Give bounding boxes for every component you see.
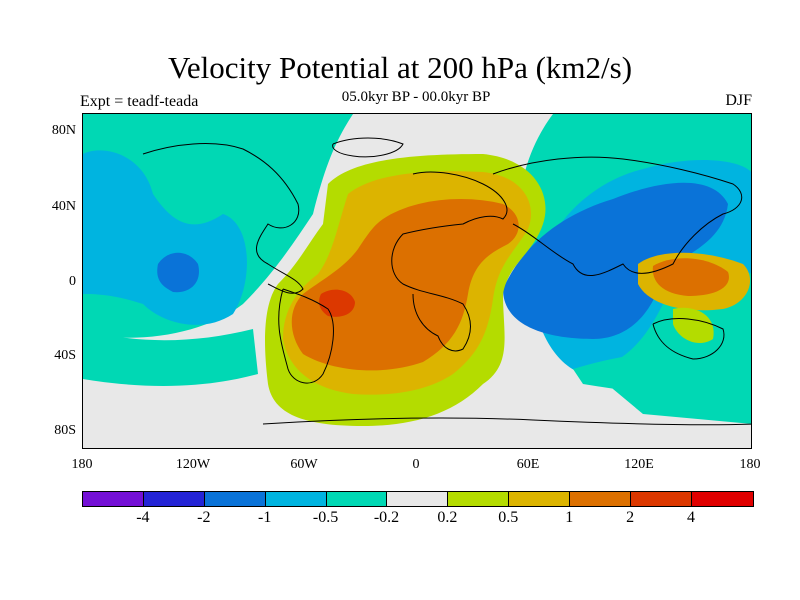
colorbar-box	[691, 492, 753, 506]
lon-tick-label: 0	[412, 457, 420, 472]
lon-tick-label: 60W	[290, 457, 318, 472]
colorbar-label: -2	[197, 509, 211, 526]
colorbar-label: 2	[626, 509, 635, 526]
contour-wpac-green	[673, 307, 714, 344]
colorbar-box	[143, 492, 205, 506]
season-label: DJF	[725, 92, 752, 109]
lon-tick-label: 120W	[175, 457, 211, 472]
contour-south-teal	[83, 329, 258, 386]
colorbar-label: -0.2	[373, 509, 400, 526]
colorbar-box	[204, 492, 266, 506]
colorbar-label: -1	[258, 509, 272, 526]
colorbar	[82, 491, 754, 507]
colorbar-label: 1	[565, 509, 574, 526]
contour-pacific-dblue	[157, 252, 199, 293]
contour-atl-red	[319, 289, 355, 317]
contour-pacific-blue	[83, 150, 247, 325]
lat-tick-label: 40S	[54, 348, 76, 363]
coastlines	[142, 137, 751, 426]
colorbar-label: 0.5	[498, 509, 519, 526]
lon-tick-label: 120E	[624, 457, 654, 472]
lat-tick-label: 40N	[51, 199, 76, 214]
colorbar-box	[570, 492, 632, 506]
colorbar-box	[265, 492, 327, 506]
colorbar-label: -0.5	[312, 509, 339, 526]
colorbar-box	[448, 492, 510, 506]
chart-subtitle: 05.0kyr BP - 00.0kyr BP	[341, 89, 491, 105]
map-plot	[82, 113, 752, 449]
map-svg	[83, 114, 751, 448]
colorbar-label: -4	[136, 509, 150, 526]
contour-south-teal-e	[573, 349, 751, 396]
colorbar-label: 4	[687, 509, 695, 526]
colorbar-box	[387, 492, 449, 506]
lon-tick-label: 180	[71, 457, 93, 472]
lat-tick-label: 80N	[51, 123, 76, 138]
lon-tick-label: 60E	[516, 457, 540, 472]
contour-wpac-orange	[652, 258, 729, 296]
experiment-label: Expt = teadf-teada	[80, 93, 199, 110]
contour-asia-dblue	[503, 182, 728, 339]
lon-tick-label: 180	[739, 457, 761, 472]
lat-tick-label: 80S	[54, 423, 76, 438]
colorbar-box	[631, 492, 692, 506]
chart-title: Velocity Potential at 200 hPa (km2/s)	[167, 50, 633, 85]
colorbar-box	[83, 492, 144, 506]
lat-tick-label: 0	[69, 274, 76, 289]
colorbar-box	[509, 492, 571, 506]
colorbar-box	[326, 492, 388, 506]
colorbar-label: 0.2	[437, 509, 458, 526]
